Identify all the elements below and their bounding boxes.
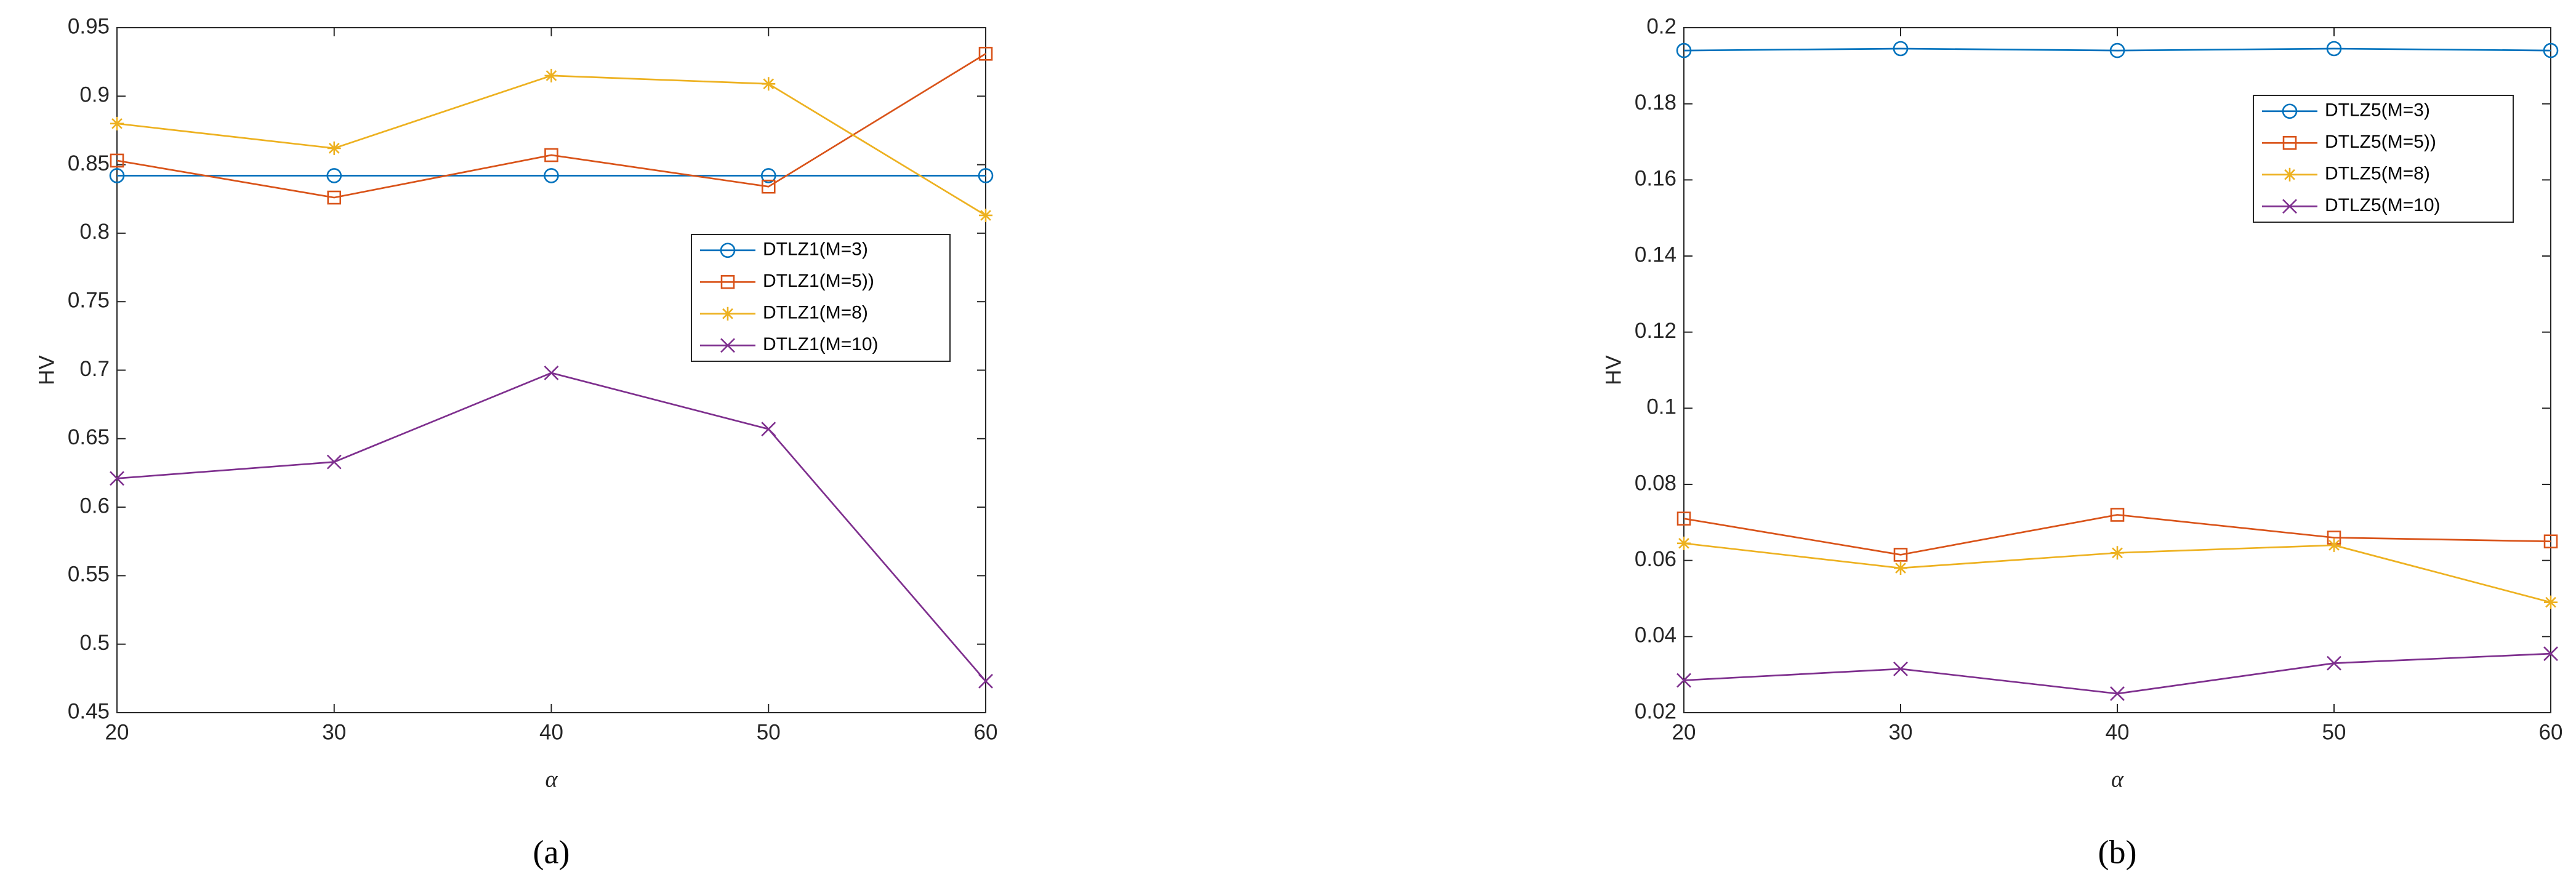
marker xyxy=(761,422,776,437)
marker xyxy=(979,208,992,222)
marker xyxy=(2327,538,2341,552)
y-tick-label: 0.85 xyxy=(68,151,110,175)
marker xyxy=(978,673,993,689)
marker xyxy=(2543,534,2558,549)
marker xyxy=(2543,646,2558,662)
legend-label: DTLZ1(M=5)) xyxy=(763,271,874,291)
marker xyxy=(544,168,559,183)
marker xyxy=(110,471,124,486)
marker xyxy=(544,148,558,162)
marker xyxy=(1894,561,1907,575)
y-tick-label: 0.7 xyxy=(79,357,110,381)
marker xyxy=(2110,686,2125,701)
caption: (b) xyxy=(2098,833,2137,870)
marker xyxy=(1676,42,1692,58)
x-tick-label: 30 xyxy=(322,720,346,744)
marker xyxy=(1893,41,1909,57)
legend-marker xyxy=(2282,103,2298,119)
x-tick-label: 20 xyxy=(105,720,129,744)
y-tick-label: 0.14 xyxy=(1635,242,1676,266)
marker xyxy=(1893,661,1908,676)
marker xyxy=(326,454,342,470)
x-tick-label: 50 xyxy=(2322,720,2346,744)
marker xyxy=(544,366,559,380)
legend-label: DTLZ5(M=8) xyxy=(2325,164,2430,184)
y-tick-label: 0.16 xyxy=(1635,167,1676,191)
legend-marker xyxy=(2283,167,2296,182)
marker xyxy=(978,46,993,61)
marker xyxy=(327,141,341,155)
marker xyxy=(1893,548,1908,562)
marker xyxy=(2326,41,2342,57)
marker xyxy=(2543,42,2559,58)
legend-marker xyxy=(2282,199,2297,214)
series-line xyxy=(116,53,986,199)
marker xyxy=(2111,546,2124,560)
legend-label: DTLZ1(M=3) xyxy=(763,239,868,260)
legend-box xyxy=(691,234,951,362)
y-tick-label: 0.08 xyxy=(1635,471,1676,495)
y-tick-label: 0.02 xyxy=(1635,699,1676,723)
marker xyxy=(761,179,776,194)
legend-label: DTLZ5(M=5)) xyxy=(2325,132,2436,152)
x-axis-label: α xyxy=(545,767,558,793)
marker xyxy=(2544,595,2558,609)
marker xyxy=(2110,508,2125,522)
legend-label: DTLZ1(M=8) xyxy=(763,303,868,323)
y-tick-label: 0.45 xyxy=(68,699,110,723)
legend-label: DTLZ1(M=10) xyxy=(763,334,879,354)
y-tick-label: 0.1 xyxy=(1646,395,1676,419)
legend-label: DTLZ5(M=3) xyxy=(2325,100,2430,121)
y-tick-label: 0.75 xyxy=(68,288,110,312)
marker xyxy=(327,190,342,205)
marker xyxy=(544,68,558,82)
plot-area xyxy=(116,27,986,713)
marker xyxy=(110,153,124,168)
y-tick-label: 0.6 xyxy=(79,494,110,518)
y-axis-label: HV xyxy=(1601,355,1625,385)
marker xyxy=(109,168,125,183)
marker xyxy=(110,116,124,130)
x-axis-label: α xyxy=(2111,767,2124,793)
marker xyxy=(2327,655,2341,671)
series-line xyxy=(1683,514,2551,556)
y-tick-label: 0.55 xyxy=(68,563,110,587)
x-tick-label: 30 xyxy=(1889,720,1913,744)
legend-marker xyxy=(720,242,736,258)
y-tick-label: 0.04 xyxy=(1635,623,1676,647)
x-tick-label: 60 xyxy=(2539,720,2563,744)
legend-label: DTLZ5(M=10) xyxy=(2325,195,2441,215)
y-tick-label: 0.18 xyxy=(1635,90,1676,114)
y-tick-label: 0.9 xyxy=(79,83,110,107)
marker xyxy=(760,168,776,183)
x-tick-label: 20 xyxy=(1672,720,1696,744)
marker xyxy=(1677,536,1691,550)
x-tick-label: 40 xyxy=(2106,720,2130,744)
marker xyxy=(762,77,776,91)
series-line xyxy=(1683,47,2551,52)
x-tick-label: 40 xyxy=(539,720,563,744)
legend-marker xyxy=(720,338,735,353)
legend-marker xyxy=(720,274,735,289)
y-tick-label: 0.5 xyxy=(79,631,110,655)
marker xyxy=(1676,673,1691,688)
y-tick-label: 0.12 xyxy=(1635,319,1676,343)
x-tick-label: 60 xyxy=(974,720,998,744)
x-tick-label: 50 xyxy=(757,720,781,744)
y-tick-label: 0.2 xyxy=(1646,14,1676,38)
y-tick-label: 0.65 xyxy=(68,425,110,449)
marker xyxy=(2109,42,2125,58)
legend-box xyxy=(2253,95,2514,223)
marker xyxy=(326,168,342,183)
y-tick-label: 0.8 xyxy=(79,220,110,244)
caption: (a) xyxy=(533,833,570,870)
legend-marker xyxy=(2282,135,2297,150)
y-tick-label: 0.06 xyxy=(1635,547,1676,571)
marker xyxy=(978,168,994,183)
y-axis-label: HV xyxy=(34,355,58,385)
legend-marker xyxy=(721,306,735,321)
y-tick-label: 0.95 xyxy=(68,14,110,38)
marker xyxy=(1676,511,1691,526)
